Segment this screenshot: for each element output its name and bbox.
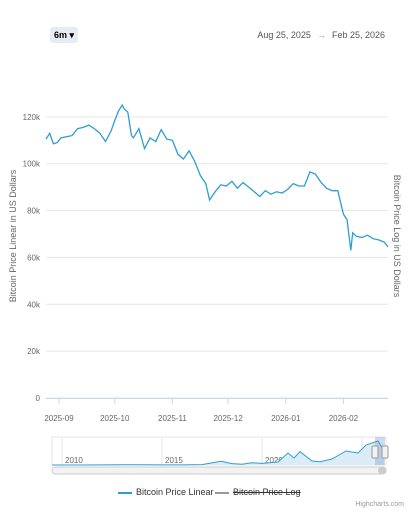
- scrollbar-track[interactable]: [51, 466, 387, 475]
- legend-item-linear[interactable]: Bitcoin Price Linear: [118, 487, 214, 497]
- y-tick-label: 20k: [27, 347, 41, 356]
- credits-link[interactable]: Highcharts.com: [355, 501, 404, 508]
- navigator-series-line: [52, 440, 385, 466]
- navigator-selected-range[interactable]: [375, 437, 385, 465]
- legend-swatch-linear: [118, 491, 132, 494]
- navigator: 2010201520202025: [51, 436, 389, 475]
- x-axis: 2025-09 2025-10 2025-11 2025-12 2026-01 2026-…: [44, 398, 388, 423]
- caret-down-icon: ▾: [69, 30, 75, 40]
- grid-lines: [46, 116, 388, 399]
- y-tick-label: 0: [36, 394, 41, 403]
- navigator-handle-right[interactable]: [381, 445, 389, 459]
- navigator-area: [52, 441, 384, 465]
- x-tick-label: 2026-02: [329, 414, 359, 423]
- navigator-tick-label: 2015: [165, 456, 183, 465]
- navigator-tick-label: 2010: [65, 456, 83, 465]
- navigator-tick-label: 2020: [265, 456, 283, 465]
- y-tick-label: 40k: [27, 300, 41, 309]
- range-selector-button[interactable]: 6m ▾: [50, 27, 79, 43]
- y-tick-label: 120k: [23, 113, 41, 122]
- navigator-handle-left[interactable]: [371, 445, 379, 459]
- legend-item-log[interactable]: Bitcoin Price Log: [215, 487, 301, 497]
- x-tick-label: 2025-09: [44, 414, 74, 423]
- y-tick-label: 60k: [27, 253, 41, 262]
- date-range-to[interactable]: Feb 25, 2026: [331, 30, 385, 40]
- legend-label-linear: Bitcoin Price Linear: [136, 487, 214, 497]
- date-range-from[interactable]: Aug 25, 2025: [257, 30, 311, 40]
- y-axis-title-left: Bitcoin Price Linear in US Dollars: [8, 169, 18, 302]
- y-axis: 0 20k 40k 60k 80k 100k 120k: [23, 113, 41, 403]
- x-tick-label: 2025-10: [100, 414, 130, 423]
- arrow-right-icon: →: [316, 30, 326, 40]
- y-axis-title-right: Bitcoin Price Log in US Dollars: [392, 175, 402, 298]
- x-tick-label: 2025-12: [213, 414, 243, 423]
- y-tick-label: 80k: [27, 207, 41, 216]
- x-tick-label: 2026-01: [271, 414, 301, 423]
- series-line-bitcoin-price-linear[interactable]: [45, 103, 389, 251]
- scrollbar-thumb[interactable]: [378, 467, 386, 474]
- x-tick-label: 2025-11: [158, 414, 187, 423]
- legend-label-log: Bitcoin Price Log: [233, 487, 301, 497]
- legend-swatch-log: [215, 491, 229, 494]
- y-tick-label: 100k: [23, 160, 41, 169]
- range-selector-label: 6m: [54, 30, 68, 40]
- date-range-display: Aug 25, 2025 → Feb 25, 2026: [257, 30, 385, 40]
